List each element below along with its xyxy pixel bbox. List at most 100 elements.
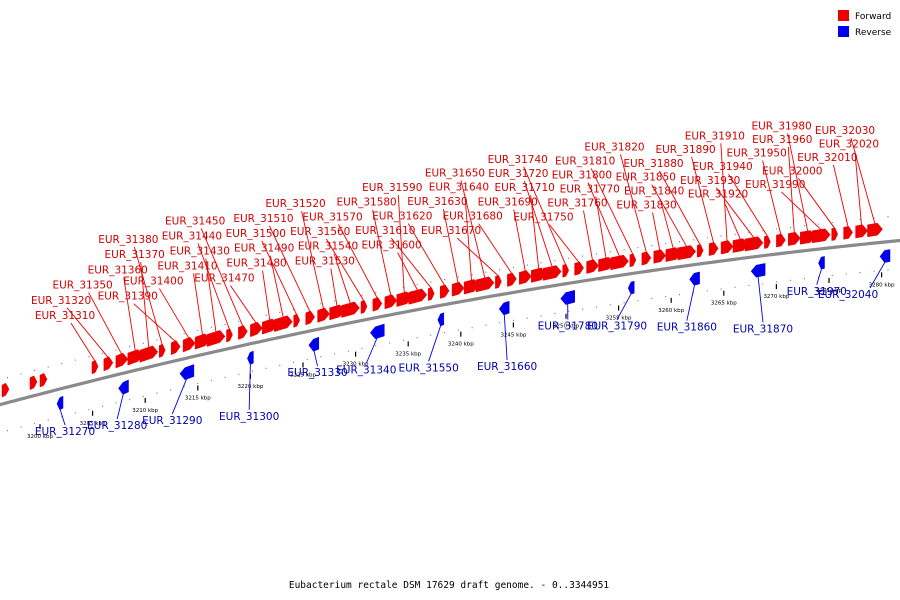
forward-gene-arrow (29, 375, 38, 391)
reverse-gene-label: EUR_31550 (398, 362, 458, 374)
reverse-gene-arrow (818, 256, 825, 270)
forward-gene-arrow (317, 307, 330, 323)
forward-gene-label: EUR_31830 (616, 199, 676, 211)
forward-gene-arrow (305, 310, 316, 326)
reverse-gene-arrow (498, 300, 510, 316)
forward-leader-line (652, 212, 661, 251)
forward-leader-line (397, 195, 405, 294)
forward-gene-label: EUR_31310 (35, 310, 95, 322)
forward-gene-arrow (103, 356, 114, 372)
forward-leader-line (620, 154, 647, 253)
scale-tick-label: 3260 kbp (658, 308, 684, 314)
forward-gene-arrow (708, 242, 719, 256)
forward-leader-line (460, 180, 486, 279)
forward-gene-arrow (641, 251, 652, 266)
forward-gene-label: EUR_31450 (165, 215, 225, 227)
forward-gene-arrow (226, 328, 233, 343)
forward-gene-label: EUR_31990 (745, 179, 805, 191)
forward-gene-label: EUR_31580 (336, 197, 396, 209)
scale-tick-label: 3265 kbp (711, 301, 737, 307)
forward-gene-label: EUR_31710 (495, 182, 555, 194)
forward-leader-line (325, 238, 365, 302)
forward-gene-arrow (811, 228, 831, 244)
gene-labels: EUR_31310EUR_31320EUR_31350EUR_31360EUR_… (31, 120, 879, 438)
forward-leader-line (200, 228, 244, 327)
forward-gene-arrow (519, 270, 532, 285)
forward-leader-line (464, 194, 473, 281)
legend-reverse-label: Reverse (855, 28, 892, 38)
forward-leader-line (397, 252, 419, 291)
forward-gene-label: EUR_31490 (234, 243, 294, 255)
forward-gene-label: EUR_31680 (442, 211, 502, 223)
forward-leader-line (530, 195, 540, 270)
forward-leader-line (583, 210, 594, 261)
forward-gene-label: EUR_31880 (623, 158, 683, 170)
reverse-leader-line (365, 337, 378, 364)
forward-leader-line (456, 237, 499, 277)
forward-gene-label: EUR_31800 (552, 169, 612, 181)
forward-gene-arrow (542, 265, 562, 281)
forward-gene-label: EUR_32010 (797, 152, 857, 164)
forward-leader-line (269, 225, 311, 313)
reverse-gene-label: EUR_31870 (733, 323, 793, 335)
scale-tick-label: 3205 kbp (80, 421, 106, 427)
forward-leader-line (159, 288, 190, 339)
forward-leader-line (442, 209, 459, 284)
forward-leader-line (523, 166, 567, 265)
reverse-gene-label: EUR_31300 (219, 411, 279, 423)
forward-gene-arrow (39, 372, 48, 388)
forward-gene-label: EUR_31670 (421, 225, 481, 237)
forward-gene-label: EUR_31940 (692, 161, 752, 173)
forward-leader-line (728, 173, 768, 237)
forward-gene-arrow (610, 254, 629, 271)
forward-gene-arrow (182, 336, 196, 353)
forward-leader-line (523, 180, 553, 268)
reverse-gene-label: EUR_31340 (336, 364, 396, 376)
scale-tick-label: 3245 kbp (500, 332, 526, 338)
forward-gene-arrow (115, 352, 129, 369)
forward-leader-line (659, 170, 701, 246)
forward-gene-label: EUR_31370 (105, 249, 165, 261)
forward-gene-label: EUR_31380 (98, 234, 158, 246)
reverse-leader-line (59, 408, 66, 426)
forward-gene-label: EUR_31750 (513, 212, 573, 224)
reverse-leader-line (503, 313, 508, 361)
forward-leader-line (513, 209, 526, 272)
forward-leader-line (193, 273, 204, 336)
reverse-gene-arrow (750, 263, 766, 278)
forward-gene-arrow (744, 236, 764, 252)
forward-leader-line (205, 258, 217, 333)
genome-backbone (0, 238, 900, 407)
forward-gene-label: EUR_31610 (355, 225, 415, 237)
reverse-gene-label: EUR_31280 (87, 420, 147, 432)
forward-leader-line (123, 277, 136, 352)
scale-tick-label: 3255 kbp (606, 316, 632, 322)
forward-gene-label: EUR_31810 (555, 155, 615, 167)
forward-gene-arrow (372, 297, 383, 312)
forward-leader-line (407, 223, 446, 286)
forward-leader-line (590, 168, 634, 255)
forward-gene-label: EUR_31850 (616, 172, 676, 184)
forward-gene-label: EUR_31560 (290, 226, 350, 238)
forward-leader-line (478, 223, 513, 274)
forward-gene-label: EUR_31390 (98, 291, 158, 303)
forward-leader-line (787, 133, 809, 232)
forward-gene-arrow (507, 272, 517, 287)
reverse-gene-label: EUR_31970 (787, 286, 847, 298)
forward-gene-arrow (677, 245, 697, 261)
forward-gene-label: EUR_31360 (88, 264, 148, 276)
scale-tick-label: 3225 kbp (290, 372, 316, 378)
forward-leader-line (854, 151, 862, 226)
forward-leader-line (659, 198, 674, 249)
forward-gene-arrow (653, 249, 667, 264)
forward-gene-label: EUR_31600 (361, 240, 421, 252)
forward-leader-line (88, 292, 123, 355)
scale-tick-label: 3270 kbp (763, 294, 789, 300)
forward-gene-arrow (158, 343, 166, 358)
reverse-leader-line (757, 276, 764, 323)
forward-gene-label: EUR_31320 (31, 295, 91, 307)
forward-gene-arrow (720, 240, 734, 255)
forward-gene-arrow (293, 313, 300, 328)
forward-leader-line (390, 237, 432, 289)
forward-gene-label: EUR_31500 (226, 228, 286, 240)
